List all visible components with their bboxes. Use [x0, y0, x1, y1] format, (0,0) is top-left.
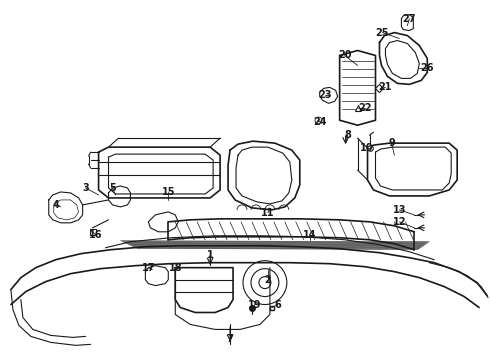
- Text: 16: 16: [89, 230, 102, 240]
- Text: 22: 22: [358, 103, 371, 113]
- Text: 6: 6: [274, 300, 281, 310]
- Text: 21: 21: [379, 82, 392, 93]
- Text: 26: 26: [420, 63, 434, 73]
- Text: 18: 18: [169, 263, 182, 273]
- Text: 17: 17: [142, 263, 155, 273]
- Text: 7: 7: [227, 334, 233, 345]
- Text: 3: 3: [82, 183, 89, 193]
- Text: 8: 8: [344, 130, 351, 140]
- Text: 2: 2: [265, 275, 271, 285]
- Text: 1: 1: [207, 250, 214, 260]
- Text: 20: 20: [338, 50, 351, 60]
- Text: 10: 10: [360, 143, 373, 153]
- Text: 27: 27: [403, 14, 416, 24]
- Text: 9: 9: [388, 138, 395, 148]
- Text: 12: 12: [392, 217, 406, 227]
- Text: 25: 25: [376, 28, 389, 37]
- Text: 19: 19: [248, 300, 262, 310]
- Text: 15: 15: [162, 187, 175, 197]
- Text: 23: 23: [318, 90, 331, 100]
- Text: 4: 4: [52, 200, 59, 210]
- Text: 5: 5: [109, 183, 116, 193]
- Text: 11: 11: [261, 208, 275, 218]
- Text: 14: 14: [303, 230, 317, 240]
- Text: 24: 24: [313, 117, 326, 127]
- Text: 13: 13: [392, 205, 406, 215]
